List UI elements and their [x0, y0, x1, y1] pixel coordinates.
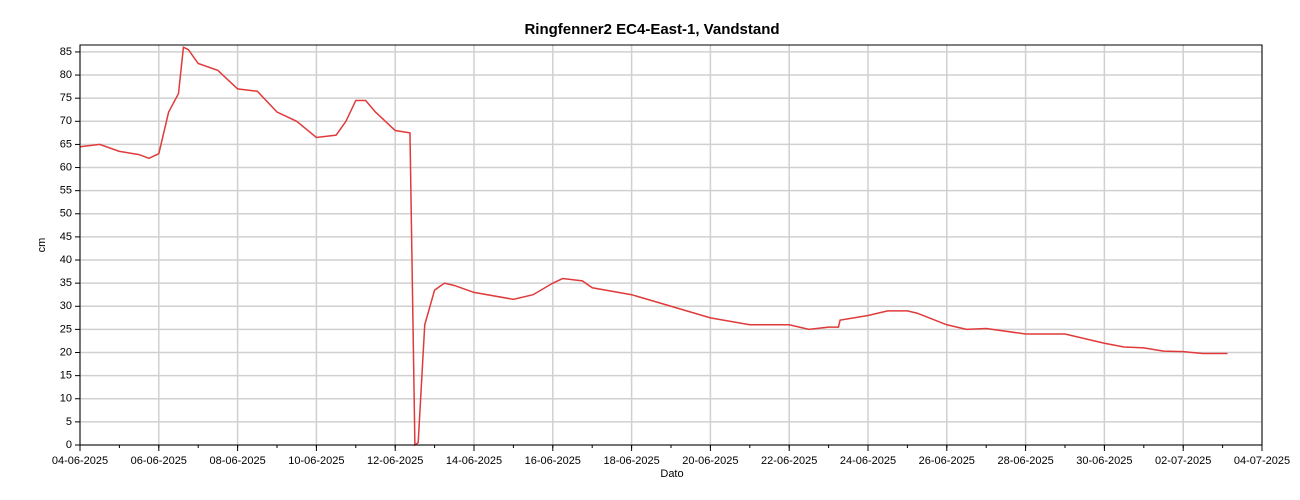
- x-tick-label: 04-07-2025: [1234, 455, 1290, 467]
- x-tick-label: 02-07-2025: [1155, 455, 1211, 467]
- y-tick-label: 85: [60, 46, 72, 58]
- data-line: [79, 46, 1228, 447]
- y-tick-label: 70: [60, 115, 72, 127]
- plot: [79, 46, 1228, 447]
- x-tick-label: 24-06-2025: [840, 455, 896, 467]
- y-tick-label: 80: [60, 69, 72, 81]
- x-tick-label: 10-06-2025: [288, 455, 344, 467]
- y-tick-label: 50: [60, 208, 72, 220]
- y-tick-label: 65: [60, 138, 72, 150]
- x-tick-label: 28-06-2025: [997, 455, 1053, 467]
- y-tick-label: 0: [66, 439, 72, 451]
- grid: [79, 45, 1263, 446]
- y-tick-label: 5: [66, 416, 72, 428]
- y-tick-label: 75: [60, 92, 72, 104]
- y-tick-label: 35: [60, 277, 72, 289]
- x-tick-label: 04-06-2025: [52, 455, 108, 467]
- y-axis-label: cm: [36, 238, 48, 253]
- plot-frame: [79, 44, 1263, 446]
- x-tick-label: 06-06-2025: [131, 455, 187, 467]
- x-tick-label: 20-06-2025: [682, 455, 738, 467]
- x-tick-label: 22-06-2025: [761, 455, 817, 467]
- x-tick-label: 08-06-2025: [209, 455, 265, 467]
- y-tick-label: 10: [60, 393, 72, 405]
- x-tick-label: 30-06-2025: [1076, 455, 1132, 467]
- x-tick-label: 26-06-2025: [919, 455, 975, 467]
- y-tick-label: 60: [60, 161, 72, 173]
- y-tick-label: 40: [60, 254, 72, 266]
- x-tick-label: 16-06-2025: [525, 455, 581, 467]
- x-tick-label: 18-06-2025: [603, 455, 659, 467]
- x-tick-label: 14-06-2025: [446, 455, 502, 467]
- y-tick-label: 30: [60, 300, 72, 312]
- y-tick-label: 45: [60, 231, 72, 243]
- x-tick-label: 12-06-2025: [367, 455, 423, 467]
- y-tick-label: 55: [60, 185, 72, 197]
- y-tick-label: 20: [60, 346, 72, 358]
- x-axis-label: Dato: [660, 468, 683, 480]
- y-tick-label: 25: [60, 323, 72, 335]
- chart-title: Ringfenner2 EC4-East-1, Vandstand: [524, 21, 779, 38]
- y-tick-label: 15: [60, 370, 72, 382]
